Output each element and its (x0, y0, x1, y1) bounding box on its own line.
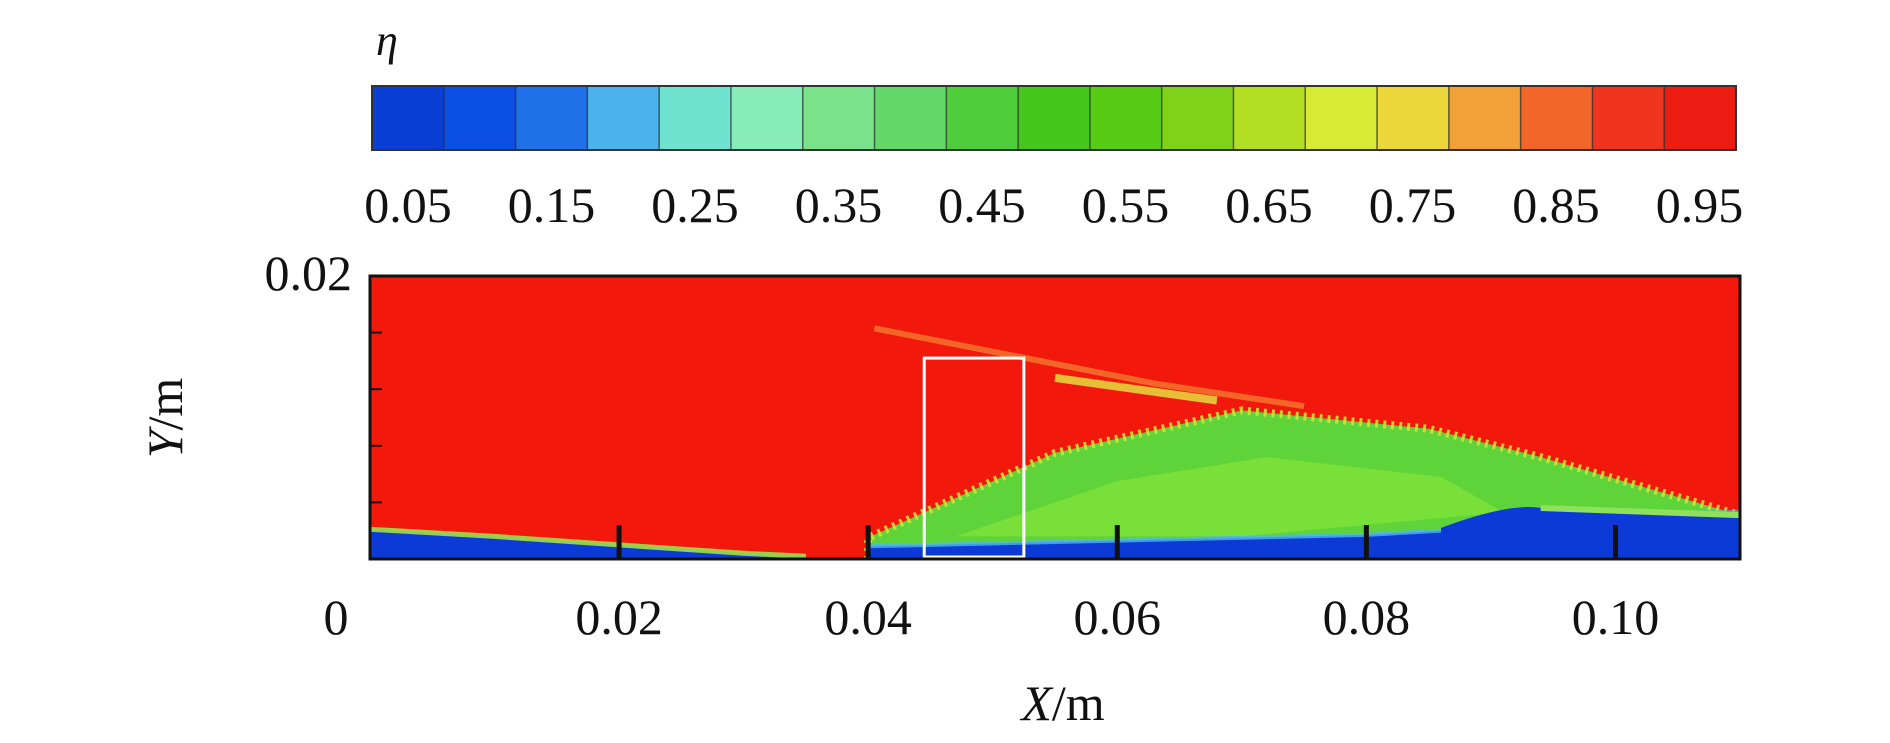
x-tick-label: 0.08 (1323, 589, 1411, 645)
colorbar-bin (1018, 86, 1091, 150)
colorbar-bin (1520, 86, 1594, 150)
colorbar-tick-labels: 0.05 0.15 0.25 0.35 0.45 0.55 0.65 0.75 0.85 0.95 (364, 177, 1743, 233)
colorbar-bin (730, 86, 804, 150)
plume-fringe (864, 406, 1740, 559)
colorbar-bin (1377, 86, 1450, 150)
colorbar-tick-label: 0.65 (1225, 177, 1313, 233)
x-tick-label: 0.04 (824, 589, 912, 645)
colorbar-bin (1592, 86, 1665, 150)
colorbar-tick-label: 0.45 (938, 177, 1026, 233)
colorbar-tick-label: 0.75 (1369, 177, 1457, 233)
colorbar-tick-label: 0.05 (364, 177, 452, 233)
colorbar-bin (1233, 86, 1306, 150)
y-tick-label: 0.02 (265, 245, 353, 301)
colorbar-tick-label: 0.95 (1656, 177, 1744, 233)
colorbar-bin (874, 86, 947, 150)
colorbar-tick-label: 0.85 (1512, 177, 1600, 233)
colorbar-tick-label: 0.35 (795, 177, 883, 233)
colorbar-bin (372, 86, 445, 150)
colorbar-bin (659, 86, 732, 150)
colorbar-frame (371, 85, 1737, 151)
y-tick-labels: 0.02 (265, 245, 353, 301)
x-tick-label: 0.06 (1074, 589, 1162, 645)
colorbar-bin (1089, 86, 1163, 150)
colorbar-tick-label: 0.25 (651, 177, 739, 233)
shear-streak (873, 325, 1305, 410)
plot-frame (368, 274, 1742, 561)
outlet-fringe (1540, 505, 1740, 519)
colorbar-title: η (376, 16, 398, 65)
colorbar-bin (1664, 86, 1737, 150)
colorbar-tick-label: 0.55 (1082, 177, 1170, 233)
x-tick-label: 0.02 (575, 589, 663, 645)
x-tick-labels: 0 0.02 0.04 0.06 0.08 0.10 (324, 589, 1660, 645)
plume-core (955, 457, 1504, 537)
colorbar-bin (802, 86, 876, 150)
outlet-pocket (1441, 507, 1740, 559)
y-minor-ticks (370, 331, 382, 504)
x-tick-label: 0.10 (1572, 589, 1660, 645)
colorbar-bin (1448, 86, 1522, 150)
colorbar-bin (946, 86, 1019, 150)
highlight-box-rect (922, 356, 1026, 559)
wall-markers (616, 525, 1618, 559)
colorbar-bin (515, 86, 588, 150)
y-axis-label: Y/m (137, 378, 193, 459)
x-tick-label: 0 (324, 589, 349, 645)
x-axis-label: X/m (1019, 675, 1104, 731)
colorbar-bin (1161, 86, 1235, 150)
highlight-box (922, 356, 1026, 559)
colorbar-bin (443, 86, 517, 150)
colorbar-tick-label: 0.15 (508, 177, 596, 233)
shear-streak (1054, 373, 1218, 405)
field-regions (370, 325, 1740, 559)
colorbar-bin (1305, 86, 1378, 150)
colorbar-bin (587, 86, 660, 150)
colorbar (372, 86, 1737, 150)
